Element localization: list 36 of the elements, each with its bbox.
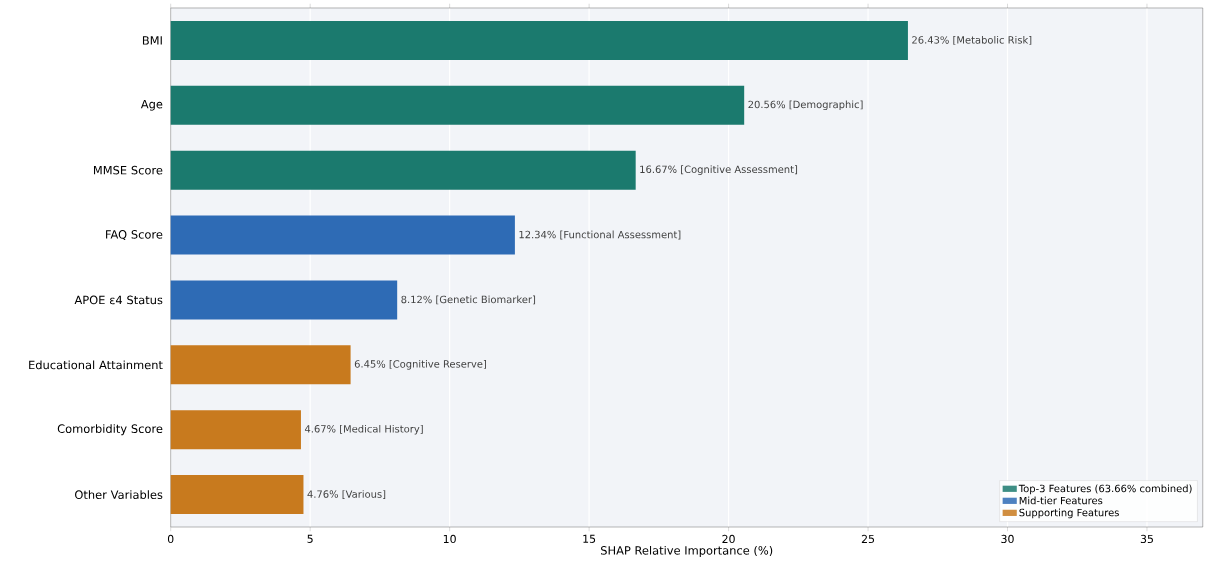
bar [170, 475, 304, 515]
data-label: 12.34% [Functional Assessment] [519, 230, 681, 240]
x-tick-label: 5 [307, 534, 313, 543]
y-tick-label: Educational Attainment [29, 360, 163, 370]
x-tick-label: 0 [167, 534, 174, 544]
x-tick-label: 10 [443, 534, 456, 544]
y-tick-label: MMSE Score [93, 165, 163, 175]
legend-label: Mid-tier Features [1019, 496, 1103, 505]
y-tick-label: Comorbidity Score [57, 424, 163, 436]
data-label: 16.67% [Cognitive Assessment] [640, 165, 798, 176]
data-label: 26.43% [Metabolic Risk] [912, 36, 1032, 45]
x-tick-label: 20 [722, 534, 735, 544]
bar [170, 20, 908, 60]
data-label: 6.45% [Cognitive Reserve] [354, 360, 486, 370]
x-tick-label: 15 [583, 534, 596, 543]
x-axis-title: SHAP Relative Importance (%) [601, 545, 773, 557]
bar [170, 150, 636, 190]
data-label: 20.56% [Demographic] [748, 100, 863, 111]
y-tick-label: Age [140, 99, 163, 111]
data-label: 8.12% [Genetic Biomarker] [401, 295, 536, 305]
data-label: 4.67% [Medical History] [304, 424, 423, 435]
legend-label: Supporting Features [1019, 508, 1119, 519]
y-tick-label: FAQ Score [106, 230, 163, 241]
bar [170, 345, 351, 385]
data-label: 4.76% [Various] [307, 490, 386, 500]
y-tick-label: APOE ε4 Status [74, 295, 163, 305]
y-tick-label: Other Variables [75, 490, 163, 500]
x-tick-label: 35 [1140, 534, 1153, 544]
x-tick-label: 25 [861, 534, 875, 544]
x-tick-label: 30 [1001, 534, 1014, 544]
legend-label: Top-3 Features (63.66% combined) [1018, 484, 1192, 495]
bar [170, 280, 398, 320]
bar [170, 85, 745, 125]
bar [170, 215, 515, 255]
bar [170, 410, 301, 450]
y-tick-label: BMI [142, 36, 162, 45]
